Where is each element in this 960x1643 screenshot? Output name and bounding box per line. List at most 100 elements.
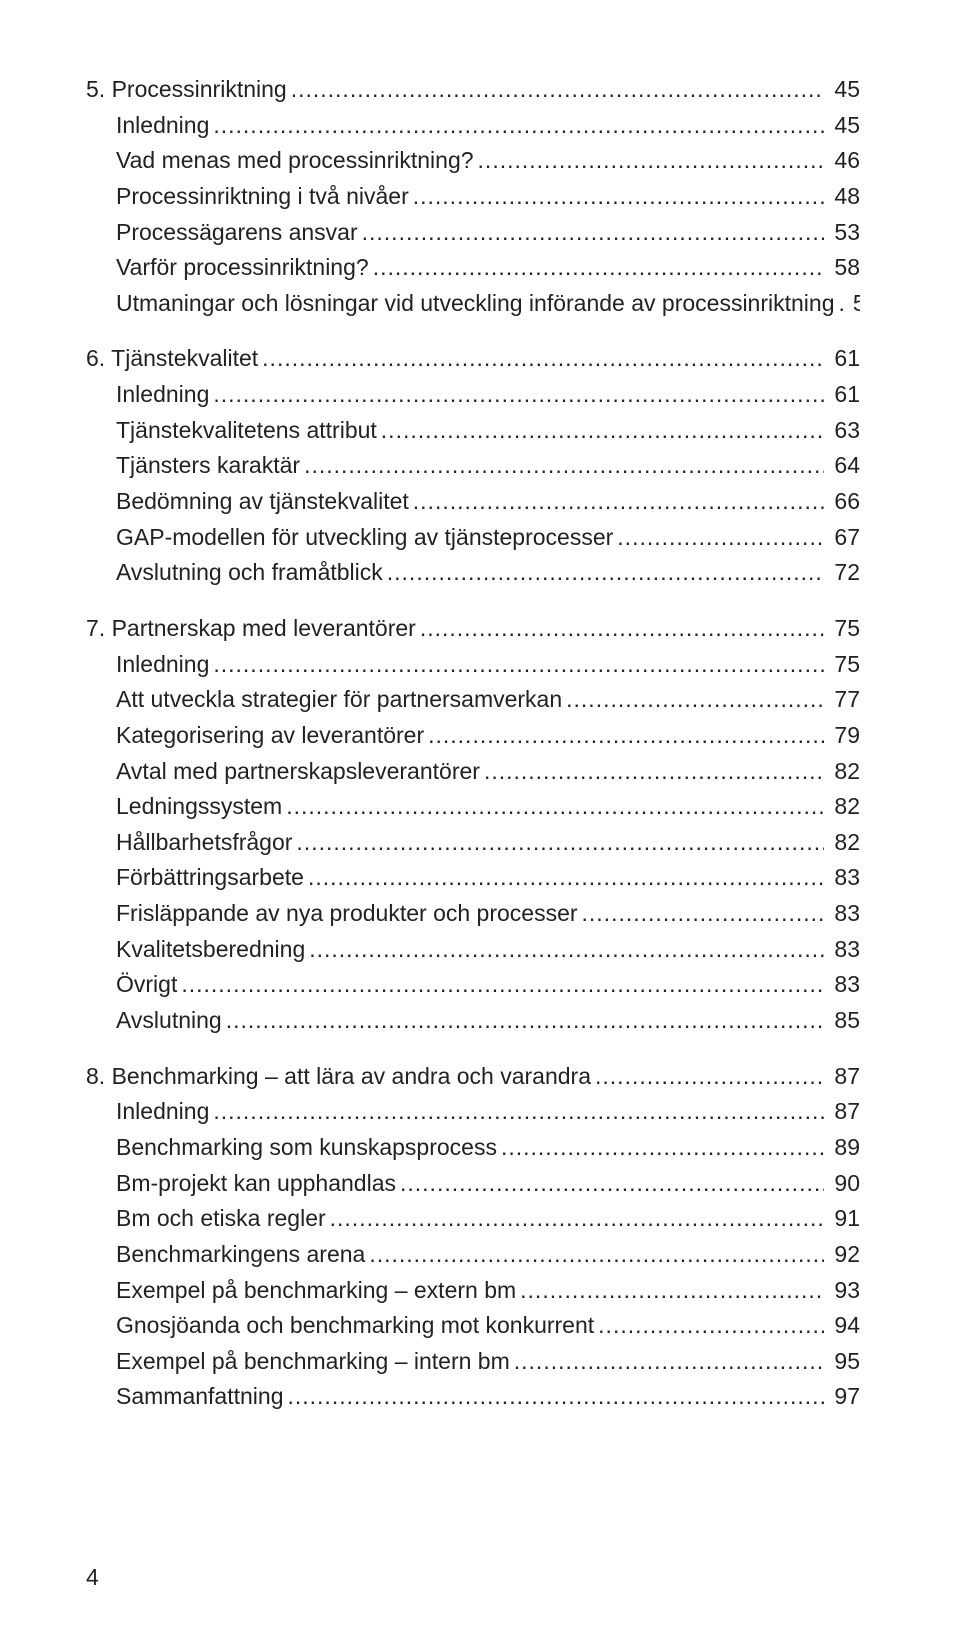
toc-sub-page: 48 bbox=[824, 179, 860, 215]
toc-sub-label: Gnosjöanda och benchmarking mot konkurre… bbox=[116, 1308, 594, 1344]
toc-sub-page: 83 bbox=[824, 932, 860, 968]
toc-sub-row: Utmaningar och lösningar vid utveckling … bbox=[86, 286, 860, 322]
toc-sub-page: 77 bbox=[824, 682, 860, 718]
toc-leader-dots bbox=[287, 72, 824, 108]
toc-sub-page: 90 bbox=[824, 1166, 860, 1202]
toc-chapter-label: 7. Partnerskap med leverantörer bbox=[86, 611, 416, 647]
toc-sub-page: 79 bbox=[824, 718, 860, 754]
toc-leader-dots bbox=[177, 967, 824, 1003]
toc-leader-dots bbox=[594, 1308, 824, 1344]
toc-sub-label: Tjänsters karaktär bbox=[116, 448, 300, 484]
toc-sub-row: Processinriktning i två nivåer 48 bbox=[86, 179, 860, 215]
toc-section: 8. Benchmarking – att lära av andra och … bbox=[86, 1059, 860, 1415]
toc-sub-page: 89 bbox=[824, 1130, 860, 1166]
toc-chapter-row: 8. Benchmarking – att lära av andra och … bbox=[86, 1059, 860, 1095]
toc-chapter-row: 6. Tjänstekvalitet61 bbox=[86, 341, 860, 377]
toc-leader-dots bbox=[383, 555, 824, 591]
toc-sub-label: Inledning bbox=[116, 377, 209, 413]
toc-sub-row: Ledningssystem 82 bbox=[86, 789, 860, 825]
toc-sub-label: Vad menas med processinriktning? bbox=[116, 143, 474, 179]
toc-sub-row: Bm och etiska regler91 bbox=[86, 1201, 860, 1237]
page-number-footer: 4 bbox=[86, 1564, 99, 1591]
toc-sub-page: 75 bbox=[824, 647, 860, 683]
toc-leader-dots bbox=[377, 413, 824, 449]
toc-leader-dots bbox=[326, 1201, 824, 1237]
toc-chapter-label: 5. Processinriktning bbox=[86, 72, 287, 108]
toc-sub-label: Utmaningar och lösningar vid utveckling … bbox=[116, 286, 835, 322]
toc-sub-row: Kategorisering av leverantörer 79 bbox=[86, 718, 860, 754]
toc-leader-dots bbox=[578, 896, 824, 932]
toc-leader-dots bbox=[365, 1237, 824, 1273]
toc-leader-dots bbox=[396, 1166, 824, 1202]
toc-leader-dots bbox=[209, 647, 824, 683]
toc-sub-label: Hållbarhetsfrågor bbox=[116, 825, 292, 861]
toc-sub-label: Frisläppande av nya produkter och proces… bbox=[116, 896, 578, 932]
toc-sub-page: 45 bbox=[824, 108, 860, 144]
toc-sub-row: Inledning45 bbox=[86, 108, 860, 144]
toc-leader-dots bbox=[510, 1344, 824, 1380]
toc-sub-label: Bm-projekt kan upphandlas bbox=[116, 1166, 396, 1202]
toc-chapter-row: 7. Partnerskap med leverantörer 75 bbox=[86, 611, 860, 647]
toc-sub-label: Tjänstekvalitetens attribut bbox=[116, 413, 377, 449]
toc-sub-label: Inledning bbox=[116, 1094, 209, 1130]
toc-leader-dots bbox=[292, 825, 824, 861]
toc-sub-page: 93 bbox=[824, 1273, 860, 1309]
toc-sub-row: Avslutning85 bbox=[86, 1003, 860, 1039]
toc-sub-label: Processägarens ansvar bbox=[116, 215, 358, 251]
toc-chapter-row: 5. Processinriktning45 bbox=[86, 72, 860, 108]
toc-chapter-page: 75 bbox=[824, 611, 860, 647]
toc-sub-label: Varför processinriktning? bbox=[116, 250, 369, 286]
toc-sub-label: Processinriktning i två nivåer bbox=[116, 179, 409, 215]
toc-sub-row: Avtal med partnerskapsleverantörer82 bbox=[86, 754, 860, 790]
toc-leader-dots bbox=[424, 718, 824, 754]
toc-chapter-page: 87 bbox=[824, 1059, 860, 1095]
toc-sub-row: Inledning 75 bbox=[86, 647, 860, 683]
toc-sub-row: Övrigt83 bbox=[86, 967, 860, 1003]
toc-sub-row: Exempel på benchmarking – intern bm95 bbox=[86, 1344, 860, 1380]
toc-section: 5. Processinriktning45Inledning45Vad men… bbox=[86, 72, 860, 321]
toc-sub-page: 92 bbox=[824, 1237, 860, 1273]
toc-leader-dots bbox=[209, 108, 824, 144]
toc-sub-row: Bm-projekt kan upphandlas 90 bbox=[86, 1166, 860, 1202]
toc-sub-row: GAP-modellen för utveckling av tjänstepr… bbox=[86, 520, 860, 556]
toc-sub-row: Inledning87 bbox=[86, 1094, 860, 1130]
toc-sub-page: 83 bbox=[824, 860, 860, 896]
toc-leader-dots bbox=[409, 179, 824, 215]
toc-leader-dots bbox=[300, 448, 824, 484]
toc-leader-dots bbox=[474, 143, 824, 179]
toc-sub-row: Tjänstekvalitetens attribut63 bbox=[86, 413, 860, 449]
toc-sub-page: 53 bbox=[824, 215, 860, 251]
toc-sub-page: 72 bbox=[824, 555, 860, 591]
toc-sub-row: Frisläppande av nya produkter och proces… bbox=[86, 896, 860, 932]
toc-sub-row: Hållbarhetsfrågor82 bbox=[86, 825, 860, 861]
toc-sub-label: Ledningssystem bbox=[116, 789, 282, 825]
toc-sub-page: 58 bbox=[824, 250, 860, 286]
toc-sub-row: Avslutning och framåtblick 72 bbox=[86, 555, 860, 591]
toc-leader-dots bbox=[369, 250, 824, 286]
toc-sub-row: Benchmarkingens arena 92 bbox=[86, 1237, 860, 1273]
toc-sub-page: 94 bbox=[824, 1308, 860, 1344]
toc-sub-label: Benchmarking som kunskapsprocess bbox=[116, 1130, 497, 1166]
toc-sub-label: Benchmarkingens arena bbox=[116, 1237, 365, 1273]
toc-sub-page: 83 bbox=[824, 896, 860, 932]
toc-leader-dots bbox=[209, 377, 824, 413]
toc-sub-page: 82 bbox=[824, 789, 860, 825]
toc-sub-page: 91 bbox=[824, 1201, 860, 1237]
toc-sub-row: Vad menas med processinriktning?46 bbox=[86, 143, 860, 179]
toc-sub-row: Att utveckla strategier för partnersamve… bbox=[86, 682, 860, 718]
toc-sub-label: Sammanfattning bbox=[116, 1379, 283, 1415]
toc-sub-page: 61 bbox=[824, 377, 860, 413]
toc-sub-label: Inledning bbox=[116, 647, 209, 683]
toc-leader-dots bbox=[209, 1094, 824, 1130]
toc-chapter-label: 8. Benchmarking – att lära av andra och … bbox=[86, 1059, 591, 1095]
toc-sub-label: Avslutning bbox=[116, 1003, 222, 1039]
toc-leader-dots bbox=[282, 789, 824, 825]
toc-section: 7. Partnerskap med leverantörer75Inledni… bbox=[86, 611, 860, 1039]
toc-sub-page: 64 bbox=[824, 448, 860, 484]
toc-sub-label: Kategorisering av leverantörer bbox=[116, 718, 424, 754]
toc-sub-label: Förbättringsarbete bbox=[116, 860, 304, 896]
toc-sub-label: Att utveckla strategier för partnersamve… bbox=[116, 682, 562, 718]
toc-leader-dots bbox=[416, 611, 824, 647]
toc-sub-row: Exempel på benchmarking – extern bm93 bbox=[86, 1273, 860, 1309]
toc-sub-label: Avslutning och framåtblick bbox=[116, 555, 383, 591]
